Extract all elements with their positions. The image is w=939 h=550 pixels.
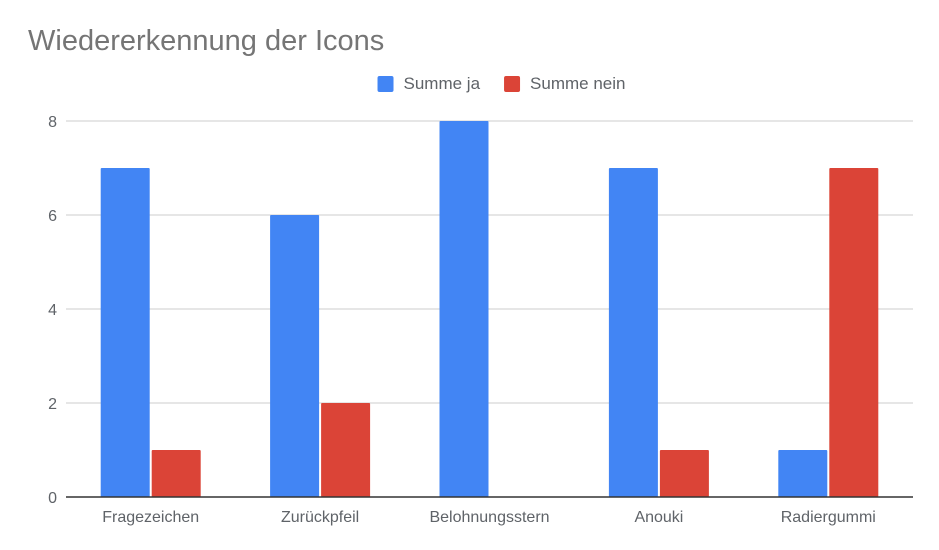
y-axis-ticks: 0 2 4 6 8 bbox=[48, 114, 57, 507]
legend: Summe ja Summe nein bbox=[377, 74, 625, 93]
y-tick-label: 4 bbox=[48, 302, 57, 319]
x-tick-label: Radiergummi bbox=[781, 509, 876, 526]
y-tick-label: 2 bbox=[48, 396, 57, 413]
legend-swatch bbox=[504, 76, 521, 92]
legend-label: Summe ja bbox=[404, 74, 481, 93]
bars bbox=[100, 121, 879, 497]
gridlines bbox=[66, 120, 913, 404]
bar-summe-nein-radiergummi bbox=[829, 168, 879, 497]
bar-summe-nein-zurückpfeil bbox=[321, 403, 371, 497]
bar-summe-ja-belohnungsstern bbox=[439, 121, 489, 497]
bar-summe-ja-fragezeichen bbox=[100, 168, 150, 497]
y-tick-label: 0 bbox=[48, 490, 57, 507]
bar-summe-ja-anouki bbox=[608, 168, 658, 497]
bar-summe-ja-zurückpfeil bbox=[270, 215, 320, 497]
y-tick-label: 8 bbox=[48, 114, 57, 131]
x-tick-label: Zurückpfeil bbox=[281, 509, 359, 526]
legend-label: Summe nein bbox=[530, 74, 625, 93]
x-tick-label: Fragezeichen bbox=[102, 509, 199, 526]
bar-summe-ja-radiergummi bbox=[778, 450, 828, 497]
legend-swatch bbox=[377, 76, 394, 92]
chart-title: Wiedererkennung der Icons bbox=[28, 25, 384, 57]
x-axis-labels: Fragezeichen Zurückpfeil Belohnungsstern An… bbox=[102, 509, 876, 526]
bar-summe-nein-fragezeichen bbox=[151, 450, 201, 497]
y-tick-label: 6 bbox=[48, 208, 57, 225]
bar-summe-nein-anouki bbox=[659, 450, 709, 497]
x-tick-label: Belohnungsstern bbox=[429, 509, 549, 526]
x-tick-label: Anouki bbox=[634, 509, 683, 526]
